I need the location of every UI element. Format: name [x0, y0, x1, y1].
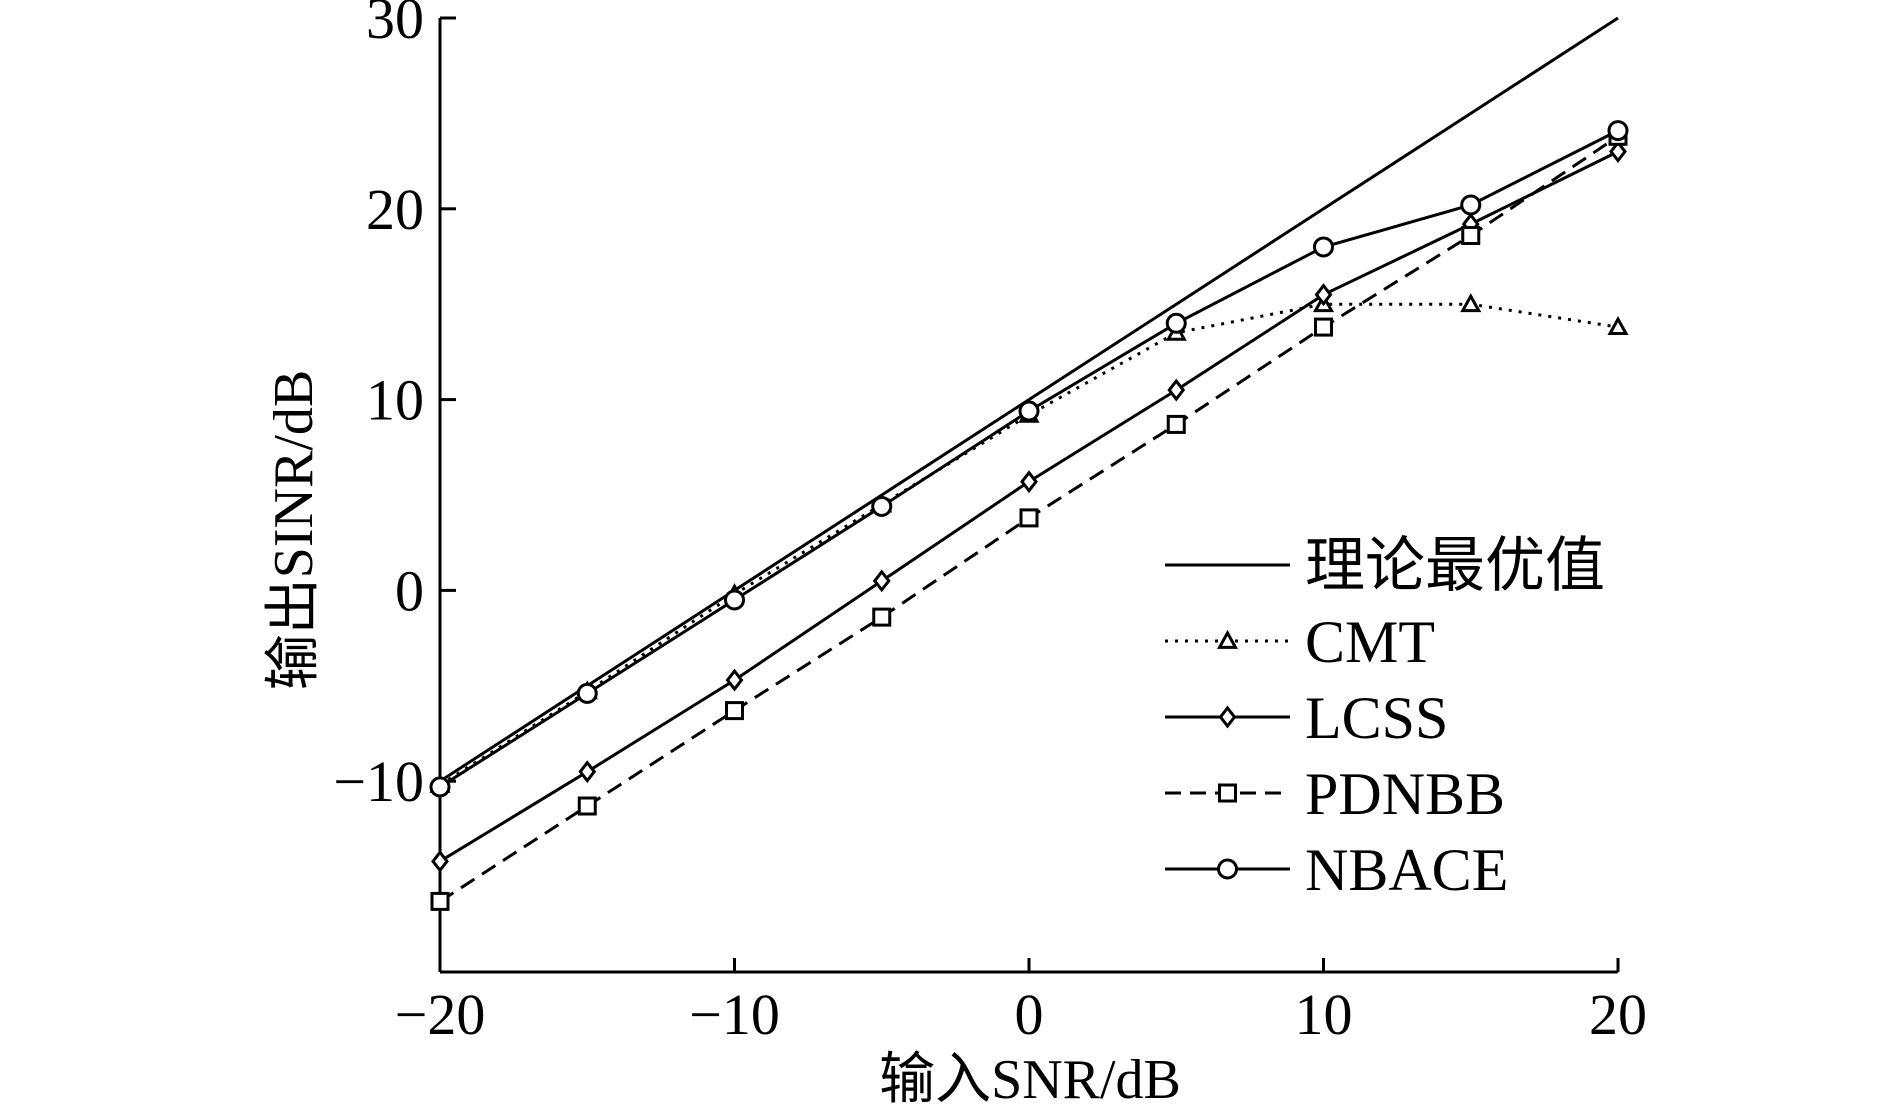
series-3-point — [872, 569, 891, 593]
series-4-point — [1461, 226, 1481, 246]
series-2-line — [439, 302, 1619, 787]
series-3-line — [439, 150, 1619, 863]
legend-marker-5 — [1217, 858, 1238, 880]
series-3-point — [578, 760, 597, 784]
x-tick-label: −20 — [395, 982, 486, 1047]
series-4-point — [1314, 317, 1333, 337]
series-5-point — [429, 776, 451, 798]
legend-marker-3 — [1218, 705, 1237, 729]
series-4-point — [430, 891, 450, 911]
series-5 — [429, 120, 1629, 798]
series-4-point — [1019, 508, 1039, 528]
legend: 理论最优值 CMT LCSS PDNBB NBACE — [1165, 533, 1605, 903]
y-tick-label: 0 — [395, 558, 424, 623]
y-tick-label: −10 — [333, 749, 424, 814]
legend-label-5: NBACE — [1305, 837, 1508, 903]
series-2-point — [1460, 293, 1482, 313]
series-1-line — [439, 16, 1619, 783]
x-tick-label: 20 — [1589, 982, 1647, 1047]
series-5-point — [1313, 236, 1334, 258]
series-3-point — [725, 668, 744, 692]
series-4-point — [725, 701, 744, 721]
series-5-point — [871, 495, 893, 517]
plot-area — [429, 16, 1629, 911]
legend-label-3: LCSS — [1305, 685, 1448, 751]
series-4-point — [577, 796, 597, 816]
series-4-point — [872, 607, 892, 627]
legend-marker-4 — [1218, 783, 1237, 803]
series-3-point — [1167, 378, 1186, 402]
series-5-point — [724, 589, 745, 611]
x-axis-label: 输入SNR/dB — [879, 1049, 1181, 1110]
legend-label-1: 理论最优值 — [1305, 533, 1605, 599]
axes: −20 −10 0 10 20 −10 0 10 20 30 — [333, 0, 1647, 1047]
series-5-point — [1460, 194, 1482, 216]
y-tick-label: 20 — [366, 177, 424, 242]
series-4-point — [1166, 414, 1186, 434]
series-3-point — [1020, 470, 1038, 494]
legend-label-4: PDNBB — [1305, 761, 1505, 827]
x-tick-label: 0 — [1015, 982, 1044, 1047]
y-tick-label: 10 — [366, 368, 424, 433]
series-3 — [431, 140, 1627, 873]
series-3-point — [1609, 140, 1627, 164]
series-3-point — [1314, 283, 1333, 307]
series-2-point — [1607, 316, 1629, 335]
y-axis-label: 输出SINR/dB — [263, 370, 325, 691]
legend-label-2: CMT — [1305, 609, 1435, 675]
series-3-point — [431, 849, 449, 873]
series-1 — [439, 16, 1619, 783]
legend-marker-2 — [1216, 629, 1239, 649]
y-tick-label: 30 — [366, 0, 424, 51]
series-5-point — [1018, 400, 1040, 422]
series-5-point — [1607, 120, 1629, 142]
series-5-point — [1165, 312, 1187, 334]
x-tick-label: 10 — [1295, 982, 1353, 1047]
series-5-point — [576, 682, 598, 704]
x-tick-label: −10 — [689, 982, 780, 1047]
